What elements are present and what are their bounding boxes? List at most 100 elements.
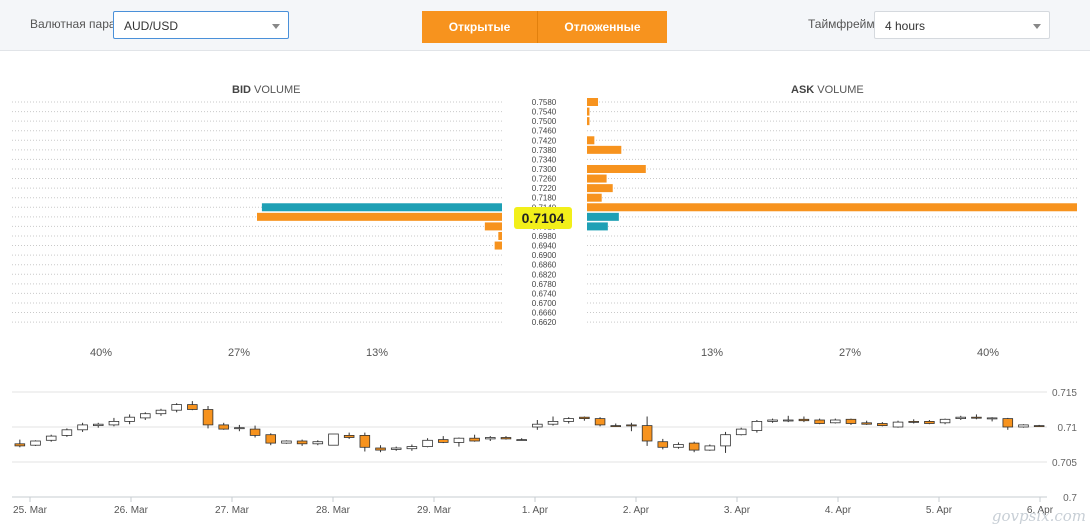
bid-volume-bar xyxy=(484,222,502,231)
ask-axis-tick: 27% xyxy=(839,347,861,359)
candle-body-down xyxy=(187,404,198,410)
x-axis-tick-label: 25. Mar xyxy=(13,505,48,516)
ask-volume-bar xyxy=(587,145,622,154)
candle-body-down xyxy=(877,423,888,426)
candle-body-down xyxy=(375,447,386,451)
candle-body-down xyxy=(14,443,26,447)
candle-body-up xyxy=(563,418,574,422)
candle-body-up xyxy=(720,434,731,447)
x-axis-tick-label: 29. Mar xyxy=(417,505,452,516)
ask-volume-title: ASK VOLUME xyxy=(791,84,864,96)
y-axis-tick-label: 0.705 xyxy=(1052,458,1077,469)
current-price-label: 0.7104 xyxy=(522,210,565,226)
ask-volume-bar xyxy=(587,174,607,183)
bid-volume-bar xyxy=(261,203,502,212)
candle-body-down xyxy=(688,442,700,451)
price-level-label: 0.6620 xyxy=(532,318,557,327)
candlestick-chart: 0.715 0.71 0.705 0.7 25. Mar 26. Mar 27. Mar 28… xyxy=(12,388,1078,516)
timeframe-select[interactable]: 4 hours xyxy=(874,11,1050,39)
price-level-label: 0.6660 xyxy=(532,309,557,318)
pair-select[interactable]: AUD/USD xyxy=(113,11,289,39)
pair-select-value: AUD/USD xyxy=(124,19,179,33)
x-axis-tick-label: 27. Mar xyxy=(215,505,250,516)
candle-body-down xyxy=(610,425,622,427)
price-level-label: 0.6980 xyxy=(532,232,557,241)
candle-body-down xyxy=(218,424,229,430)
y-axis-tick-label: 0.7 xyxy=(1063,493,1077,504)
price-level-label: 0.7420 xyxy=(532,136,557,145)
price-level-label: 0.6780 xyxy=(532,280,557,289)
toolbar: Валютная пара AUD/USD Открытые Отложенны… xyxy=(0,0,1090,51)
candle-body-down xyxy=(469,437,480,442)
ask-volume-bar xyxy=(587,212,619,221)
candle-body-up xyxy=(328,433,339,446)
price-level-label: 0.6900 xyxy=(532,251,557,260)
tab-divider xyxy=(537,11,538,43)
pair-label: Валютная пара xyxy=(30,17,116,31)
candle-body-up xyxy=(422,439,433,448)
candle-body-up xyxy=(234,427,245,430)
bid-axis-tick: 40% xyxy=(90,347,112,359)
ask-volume-bar xyxy=(587,117,590,126)
x-axis-tick-label: 3. Apr xyxy=(724,505,751,516)
candle-body-up xyxy=(892,421,904,428)
candle-body-up xyxy=(171,404,182,411)
tab-open-orders[interactable]: Открытые xyxy=(422,11,537,43)
ask-volume-bar xyxy=(587,98,599,106)
bid-volume-title: BID VOLUME xyxy=(232,84,301,96)
chevron-down-icon xyxy=(1033,24,1041,29)
candle-body-down xyxy=(814,419,825,424)
x-axis-tick-label: 4. Apr xyxy=(825,505,852,516)
bid-volume-bar xyxy=(257,212,502,221)
timeframe-select-value: 4 hours xyxy=(885,19,926,33)
candle-body-down xyxy=(1002,418,1014,428)
candle-body-down xyxy=(1033,425,1045,427)
candle-body-down xyxy=(359,435,371,448)
tab-pending-orders[interactable]: Отложенные xyxy=(538,11,667,43)
candle-body-up xyxy=(782,419,794,422)
ask-volume-bar xyxy=(587,164,646,173)
x-axis-tick-label: 26. Mar xyxy=(114,505,149,516)
x-axis-tick-label: 5. Apr xyxy=(926,505,953,516)
candle-body-up xyxy=(532,423,543,428)
x-axis-tick-label: 6. Apr xyxy=(1027,505,1054,516)
candle-body-down xyxy=(641,425,653,442)
candle-body-down xyxy=(437,439,449,443)
price-level-label: 0.6700 xyxy=(532,299,557,308)
order-book-chart: 0.75800.75400.75000.74600.74200.73800.73… xyxy=(12,98,1077,359)
candle-body-down xyxy=(500,437,512,440)
candle-body-down xyxy=(798,418,810,422)
price-level-label: 0.7500 xyxy=(532,117,557,126)
candle-body-up xyxy=(547,421,559,425)
candle-body-up xyxy=(516,439,527,441)
price-level-label: 0.7220 xyxy=(532,184,557,193)
candle-body-up xyxy=(30,440,41,446)
y-axis-tick-label: 0.71 xyxy=(1058,423,1078,434)
candle-body-down xyxy=(971,416,982,419)
candle-body-up xyxy=(830,419,841,424)
candle-body-down xyxy=(296,440,308,445)
candle-body-down xyxy=(594,418,606,426)
candle-body-down xyxy=(265,434,277,444)
candle-body-down xyxy=(845,418,857,424)
ask-axis-tick: 40% xyxy=(977,347,999,359)
candle-body-down xyxy=(861,422,872,425)
x-axis-tick-label: 2. Apr xyxy=(623,505,650,516)
candle-body-up xyxy=(485,437,496,440)
price-level-label: 0.7340 xyxy=(532,155,557,164)
candle-body-down xyxy=(343,435,355,438)
watermark-logo: govpsix.com xyxy=(991,507,1086,525)
candle-body-up xyxy=(108,421,120,426)
candle-body-down xyxy=(579,416,590,420)
candle-body-up xyxy=(390,447,402,450)
bid-axis-tick: 13% xyxy=(366,347,388,359)
candle-body-up xyxy=(939,418,951,424)
price-level-label: 0.7380 xyxy=(532,146,557,155)
price-level-label: 0.6860 xyxy=(532,261,557,270)
ask-volume-bar xyxy=(587,203,1077,212)
bid-volume-bar xyxy=(494,241,502,250)
price-level-label: 0.7260 xyxy=(532,175,557,184)
candle-body-up xyxy=(704,445,716,451)
price-level-label: 0.7180 xyxy=(532,194,557,203)
x-axis-tick-label: 1. Apr xyxy=(522,505,549,516)
